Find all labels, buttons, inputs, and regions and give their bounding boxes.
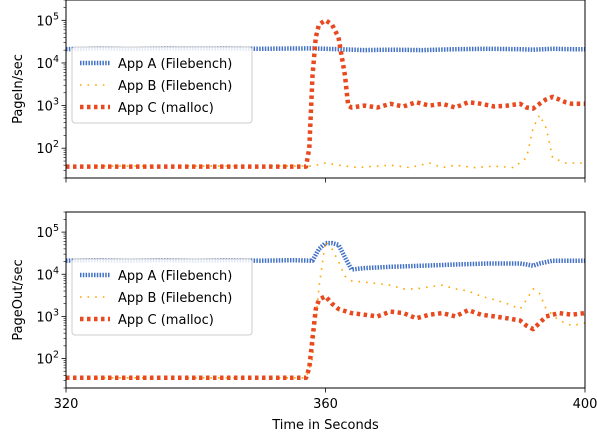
x-tick-label: 400 (573, 397, 597, 412)
series-group (66, 18, 585, 169)
series-line (66, 294, 585, 381)
plot-frame (65, 211, 586, 389)
y-axis-label: PageOut/sec (11, 259, 26, 340)
legend-label: App B (Filebench) (118, 79, 232, 94)
y-axis-label: PageIn/sec (11, 54, 26, 124)
y-tick-label: 102 (36, 350, 59, 368)
x-tick-label: 360 (313, 397, 338, 412)
series-line (66, 18, 585, 169)
x-axis-label: Time in Seconds (271, 418, 379, 433)
chart-panel-2: 102 103 104 105 320 360 400 PageOut/sec Time in … (11, 211, 597, 433)
legend: App A (Filebench) App B (Filebench) App C … (71, 258, 253, 336)
series-line (66, 114, 585, 169)
y-tick-label: 105 (36, 11, 59, 29)
y-tick-label: 102 (36, 139, 59, 157)
legend-box (71, 258, 253, 336)
legend-box (71, 46, 253, 124)
legend-label: App C (malloc) (118, 101, 214, 116)
legend-label: App C (malloc) (118, 313, 214, 328)
plot-frame (65, 0, 586, 179)
x-tick-label: 320 (54, 397, 79, 412)
legend: App A (Filebench) App B (Filebench) App C … (71, 46, 253, 124)
legend-label: App B (Filebench) (118, 291, 232, 306)
series-line (66, 46, 585, 53)
y-tick-label: 104 (36, 265, 59, 283)
legend-label: App A (Filebench) (118, 269, 232, 284)
y-tick-label: 104 (36, 54, 59, 72)
y-tick-label: 103 (36, 97, 59, 115)
y-tick-label: 105 (36, 223, 59, 241)
legend-label: App A (Filebench) (118, 57, 232, 72)
y-tick-label: 103 (36, 307, 59, 325)
